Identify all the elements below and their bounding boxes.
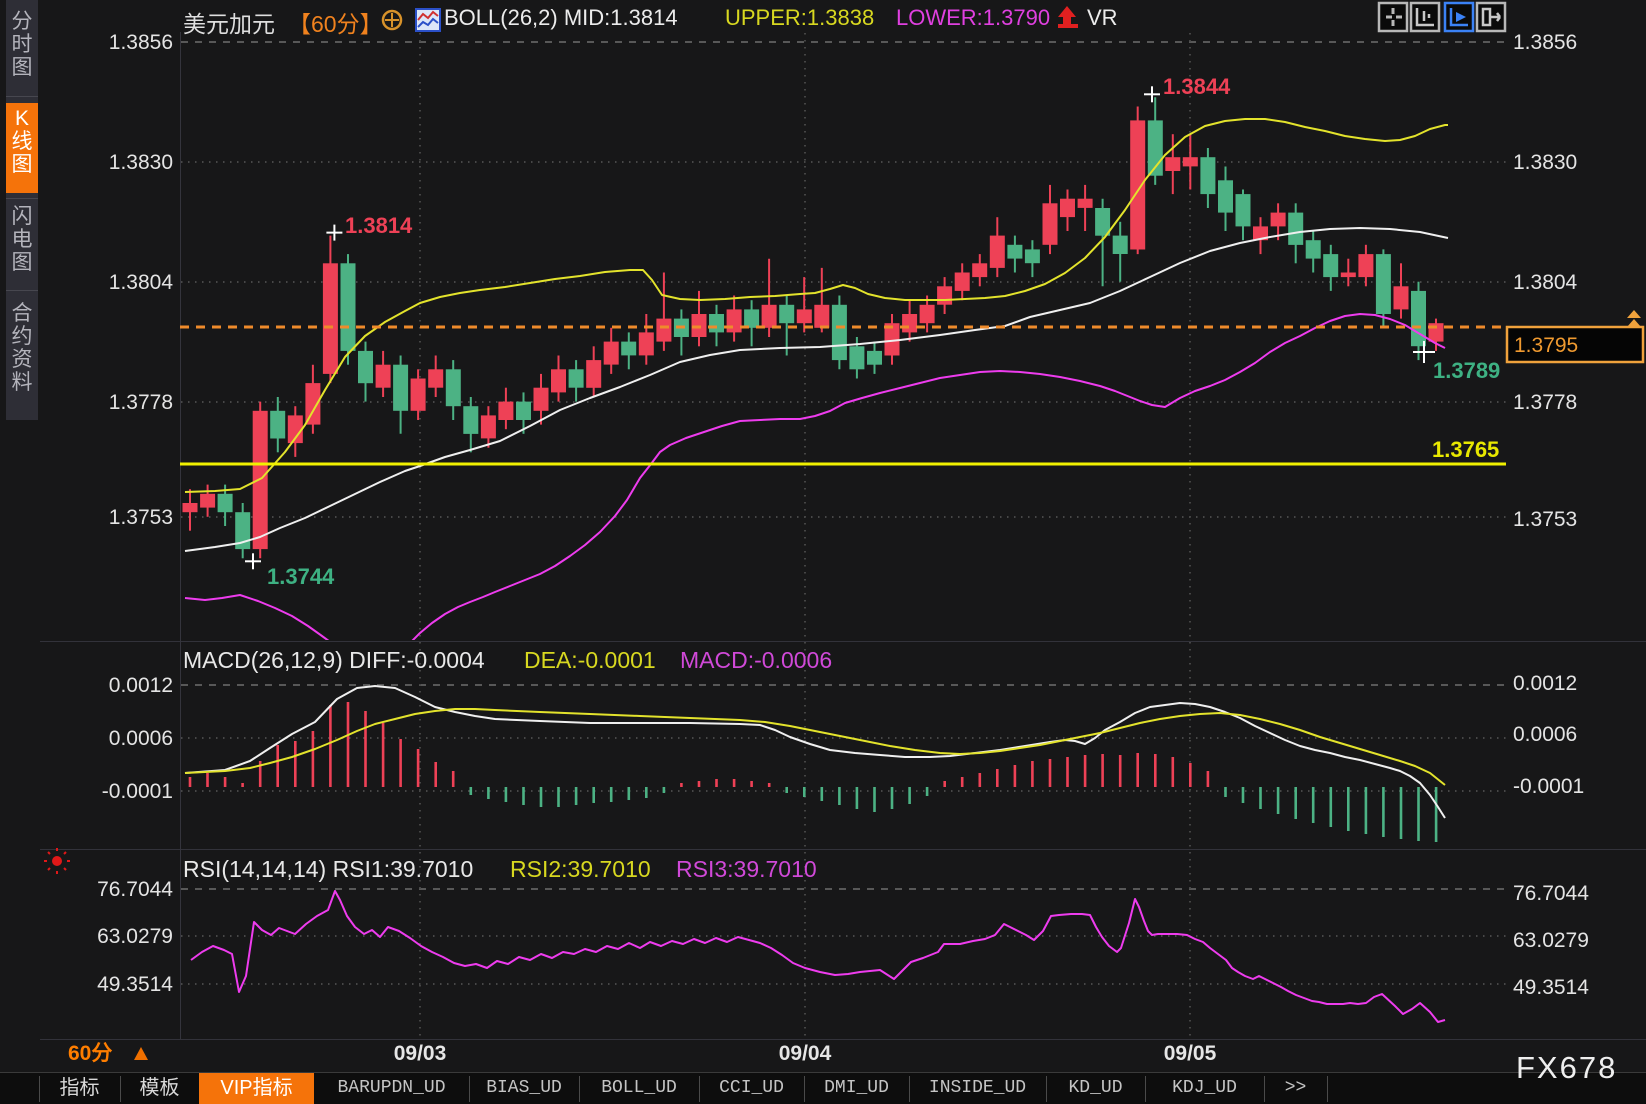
svg-text:63.0279: 63.0279	[1513, 929, 1589, 952]
svg-text:1.3830: 1.3830	[1513, 151, 1577, 174]
svg-text:0.0006: 0.0006	[109, 727, 173, 750]
svg-text:09/04: 09/04	[779, 1042, 832, 1065]
svg-text:60分: 60分	[68, 1042, 112, 1065]
svg-text:1.3844: 1.3844	[1163, 74, 1231, 99]
svg-text:1.3830: 1.3830	[109, 151, 173, 174]
svg-text:1.3778: 1.3778	[109, 391, 173, 414]
svg-text:DEA:-0.0001: DEA:-0.0001	[524, 647, 656, 673]
svg-text:1.3856: 1.3856	[1513, 31, 1577, 54]
svg-text:76.7044: 76.7044	[97, 878, 173, 901]
svg-text:76.7044: 76.7044	[1513, 882, 1589, 905]
svg-text:RSI2:39.7010: RSI2:39.7010	[510, 856, 651, 882]
svg-text:49.3514: 49.3514	[1513, 976, 1589, 999]
svg-text:63.0279: 63.0279	[97, 925, 173, 948]
svg-text:1.3753: 1.3753	[109, 506, 173, 529]
svg-text:RSI3:39.7010: RSI3:39.7010	[676, 856, 817, 882]
svg-text:1.3856: 1.3856	[109, 31, 173, 54]
svg-text:-0.0001: -0.0001	[1513, 775, 1584, 798]
svg-text:0.0012: 0.0012	[1513, 672, 1577, 695]
svg-text:1.3795: 1.3795	[1514, 334, 1578, 357]
svg-text:1.3804: 1.3804	[1513, 271, 1578, 294]
svg-text:1.3814: 1.3814	[345, 213, 413, 238]
svg-text:1.3789: 1.3789	[1433, 358, 1500, 383]
svg-text:MACD(26,12,9) DIFF:-0.0004: MACD(26,12,9) DIFF:-0.0004	[183, 647, 485, 673]
svg-text:1.3744: 1.3744	[267, 564, 335, 589]
svg-text:-0.0001: -0.0001	[102, 780, 173, 803]
svg-text:MACD:-0.0006: MACD:-0.0006	[680, 647, 832, 673]
svg-text:1.3753: 1.3753	[1513, 508, 1577, 531]
svg-text:0.0012: 0.0012	[109, 674, 173, 697]
svg-text:1.3804: 1.3804	[109, 271, 174, 294]
svg-text:09/05: 09/05	[1164, 1042, 1217, 1065]
svg-text:0.0006: 0.0006	[1513, 723, 1577, 746]
svg-text:49.3514: 49.3514	[97, 973, 173, 996]
svg-text:1.3778: 1.3778	[1513, 391, 1577, 414]
svg-text:1.3765: 1.3765	[1432, 437, 1499, 462]
svg-text:RSI(14,14,14) RSI1:39.7010: RSI(14,14,14) RSI1:39.7010	[183, 856, 473, 882]
svg-text:09/03: 09/03	[394, 1042, 447, 1065]
